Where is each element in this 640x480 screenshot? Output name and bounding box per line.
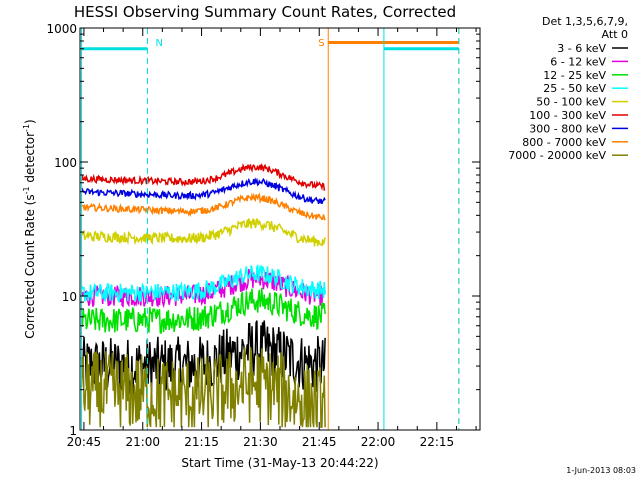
legend-label: 7000 - 20000 keV: [508, 149, 606, 162]
legend-label: 25 - 50 keV: [543, 82, 606, 95]
y-tick-label: 1000: [46, 22, 77, 36]
series-line: [80, 162, 326, 191]
series-line: [80, 320, 326, 396]
x-tick-label: 22:15: [420, 435, 455, 449]
y-tick-label: 100: [54, 156, 77, 170]
series-line: [80, 346, 326, 429]
legend-label: 300 - 800 keV: [529, 122, 606, 135]
footer-date: 1-Jun-2013 08:03: [566, 466, 636, 475]
legend-label: 100 - 300 keV: [529, 109, 606, 122]
y-tick-label: 1: [69, 424, 77, 438]
chart-title: HESSI Observing Summary Count Rates, Cor…: [74, 3, 456, 21]
series-line: [81, 217, 326, 247]
series-line: [81, 192, 326, 221]
x-tick-label: 21:00: [125, 435, 160, 449]
legend-label: 50 - 100 keV: [536, 96, 606, 109]
legend-label: 6 - 12 keV: [550, 55, 606, 68]
x-tick-label: 22:00: [361, 435, 396, 449]
series-line: [80, 176, 326, 205]
y-axis-label: Corrected Count Rate (s-1 detector-1): [22, 119, 37, 338]
marker-label: S: [318, 38, 324, 49]
legend-label: 3 - 6 keV: [557, 42, 606, 55]
data-layer: [80, 162, 326, 429]
series-line: [80, 287, 326, 335]
x-tick-label: 21:30: [243, 435, 278, 449]
y-tick-label: 10: [62, 290, 77, 304]
x-ticks: 20:45 21:00 21:15 21:30 21:45 22:00 22:15: [67, 28, 477, 449]
x-tick-label: 21:45: [302, 435, 337, 449]
marker-label: N: [155, 38, 162, 49]
y-ticks: 1 10 100 1000: [46, 22, 480, 438]
legend-header-line2: Att 0: [602, 28, 628, 41]
series-line: [80, 268, 326, 309]
x-tick-label: 20:45: [67, 435, 102, 449]
legend-header-line1: Det 1,3,5,6,7,9,: [542, 15, 628, 28]
legend-label: 800 - 7000 keV: [522, 136, 606, 149]
x-axis-label: Start Time (31-May-13 20:44:22): [181, 456, 378, 470]
x-tick-label: 21:15: [184, 435, 219, 449]
series-line: [80, 263, 326, 304]
legend-label: 12 - 25 keV: [543, 69, 606, 82]
